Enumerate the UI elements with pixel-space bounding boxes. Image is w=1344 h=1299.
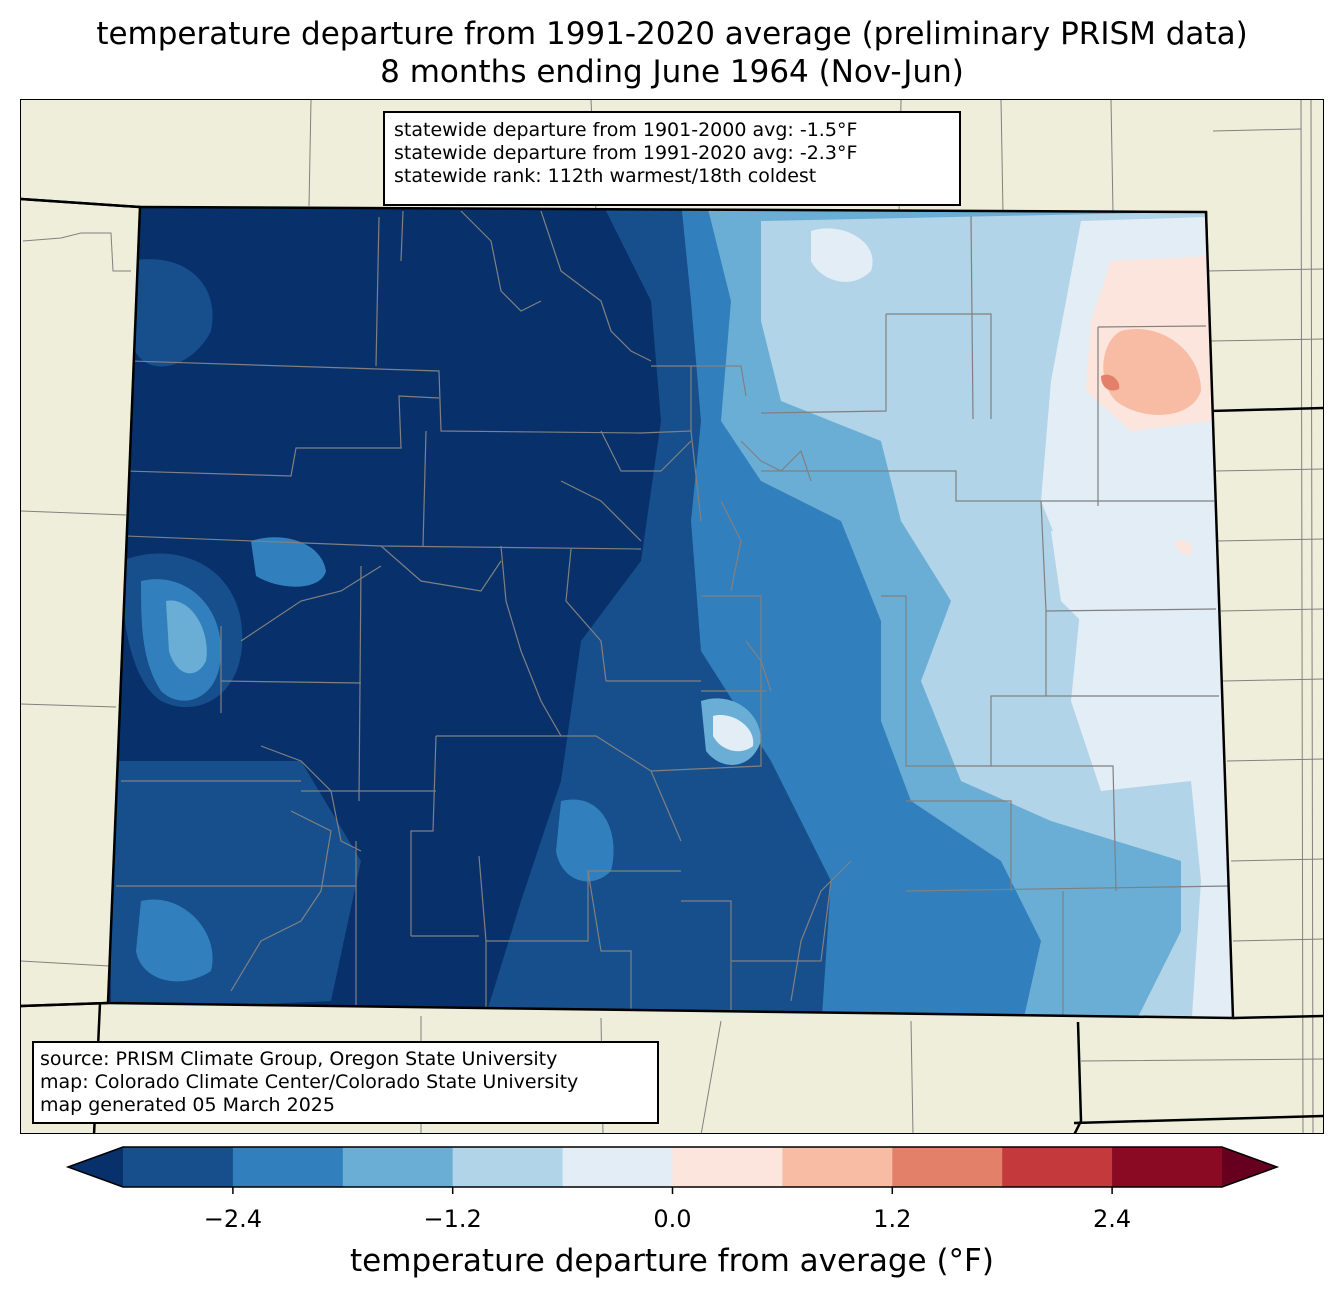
map-frame: [20, 99, 1324, 1134]
map-title: temperature departure from 1991-2020 ave…: [96, 16, 1248, 52]
county-lines: [116, 210, 1232, 1018]
colorbar-segment: [672, 1147, 783, 1187]
statewide-stats-box: statewide departure from 1901-2000 avg: …: [383, 111, 961, 206]
temperature-departure-field: [108, 207, 1233, 1018]
colorbar-extend-high: [1222, 1147, 1277, 1187]
colorbar-extend-low: [68, 1147, 123, 1187]
colorbar-tick-label: 2.4: [1093, 1205, 1132, 1233]
colorbar-tick-label: 0.0: [653, 1205, 692, 1233]
colorbar-segment: [1112, 1147, 1223, 1187]
colorado-map: [21, 100, 1323, 1133]
source-box: source: PRISM Climate Group, Oregon Stat…: [32, 1041, 659, 1124]
colorbar-segment: [1002, 1147, 1113, 1187]
stats-line-rank: statewide rank: 112th warmest/18th colde…: [394, 165, 817, 187]
source-line-generated: map generated 05 March 2025: [40, 1094, 335, 1116]
colorbar-segment: [232, 1147, 344, 1187]
source-line-prism: source: PRISM Climate Group, Oregon Stat…: [40, 1048, 558, 1070]
colorbar-tick-label: −2.4: [203, 1205, 263, 1233]
colorbar-tick-label: 1.2: [873, 1205, 912, 1233]
colorbar-segment: [782, 1147, 893, 1187]
stats-line-1991-2020: statewide departure from 1991-2020 avg: …: [394, 142, 858, 164]
colorado-border: [106, 205, 1235, 1020]
colorbar-outline: [65, 1146, 1280, 1188]
colorbar-label: temperature departure from average (°F): [350, 1243, 994, 1279]
colorbar-segment: [452, 1147, 564, 1187]
colorbar-segment: [123, 1147, 234, 1187]
colorbar-segment: [892, 1147, 1003, 1187]
stats-line-1901-2000: statewide departure from 1901-2000 avg: …: [394, 119, 858, 141]
map-subtitle: 8 months ending June 1964 (Nov-Jun): [380, 54, 964, 90]
source-line-map: map: Colorado Climate Center/Colorado St…: [40, 1071, 579, 1093]
colorbar-segment: [342, 1147, 454, 1187]
colorbar-segment: [562, 1147, 673, 1187]
colorbar-tick-label: −1.2: [423, 1205, 482, 1233]
